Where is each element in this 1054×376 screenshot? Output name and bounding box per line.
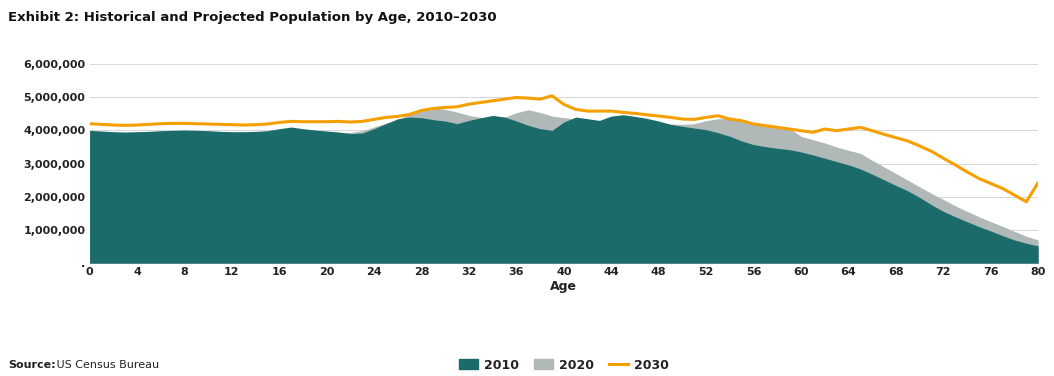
X-axis label: Age: Age [550,280,578,293]
Legend: 2010, 2020, 2030: 2010, 2020, 2030 [454,353,674,376]
Text: Source:: Source: [8,360,56,370]
Text: US Census Bureau: US Census Bureau [53,360,159,370]
Text: Exhibit 2: Historical and Projected Population by Age, 2010–2030: Exhibit 2: Historical and Projected Popu… [8,11,497,24]
